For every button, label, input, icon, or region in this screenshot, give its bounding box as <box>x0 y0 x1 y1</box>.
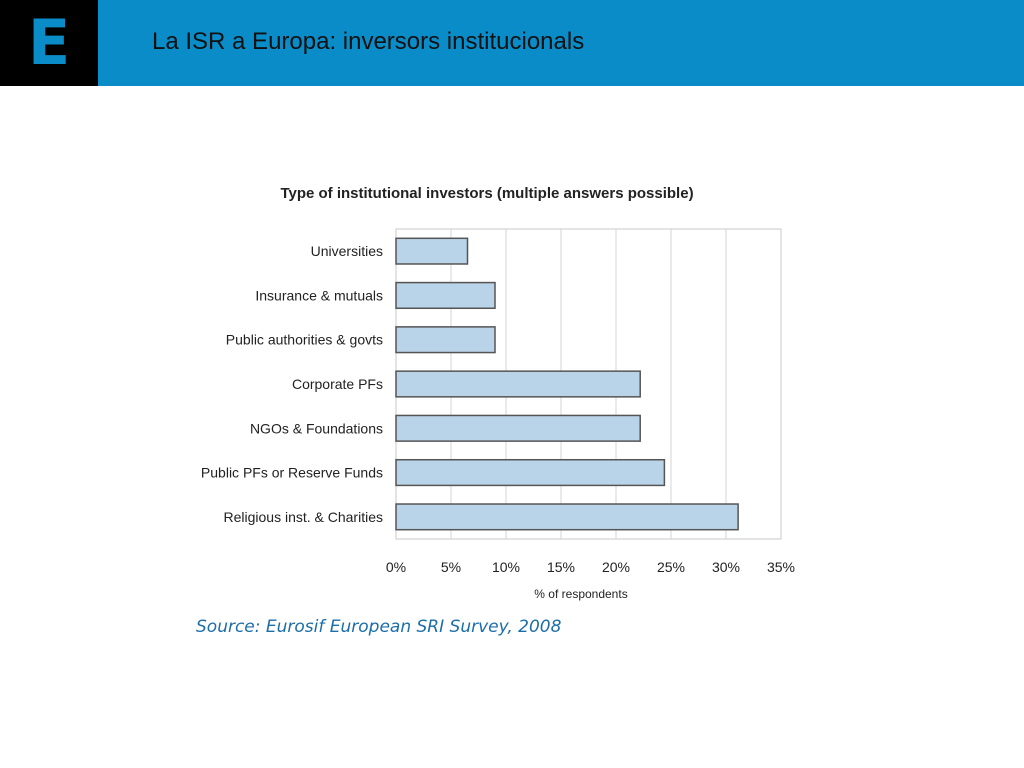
slide-title: La ISR a Europa: inversors institucional… <box>152 28 585 55</box>
category-label: NGOs & Foundations <box>250 420 383 436</box>
x-tick-label: 30% <box>712 559 740 575</box>
x-tick-label: 15% <box>547 559 575 575</box>
category-label: Insurance & mutuals <box>255 287 383 303</box>
bar <box>395 237 469 265</box>
category-labels: Universities Insurance & mutuals Public au… <box>201 243 383 525</box>
source-note: Source: Eurosif European SRI Survey, 200… <box>196 617 562 637</box>
x-tick-label: 10% <box>492 559 520 575</box>
x-axis-label: % of respondents <box>534 587 627 601</box>
bar <box>395 503 739 531</box>
logo-letter: E <box>27 6 71 79</box>
category-label: Corporate PFs <box>292 376 383 392</box>
x-tick-label: 5% <box>441 559 461 575</box>
bar <box>395 414 641 442</box>
category-label: Public authorities & govts <box>226 332 383 348</box>
category-label: Universities <box>311 243 383 259</box>
slide-header: E La ISR a Europa: inversors institucion… <box>0 0 1024 86</box>
chart-title: Type of institutional investors (multipl… <box>280 185 693 202</box>
bar <box>395 458 666 487</box>
category-label: Religious inst. & Charities <box>223 509 383 525</box>
logo: E <box>0 0 98 86</box>
x-tick-label: 0% <box>386 559 406 575</box>
x-tick-label: 35% <box>767 559 795 575</box>
category-label: Public PFs or Reserve Funds <box>201 465 383 481</box>
bar <box>395 370 641 398</box>
chart-bars <box>395 237 739 531</box>
x-tick-labels: 0% 5% 10% 15% 20% 25% 30% 35% <box>386 559 795 575</box>
bar <box>395 281 496 310</box>
x-tick-label: 20% <box>602 559 630 575</box>
x-tick-label: 25% <box>657 559 685 575</box>
bar <box>395 326 496 354</box>
